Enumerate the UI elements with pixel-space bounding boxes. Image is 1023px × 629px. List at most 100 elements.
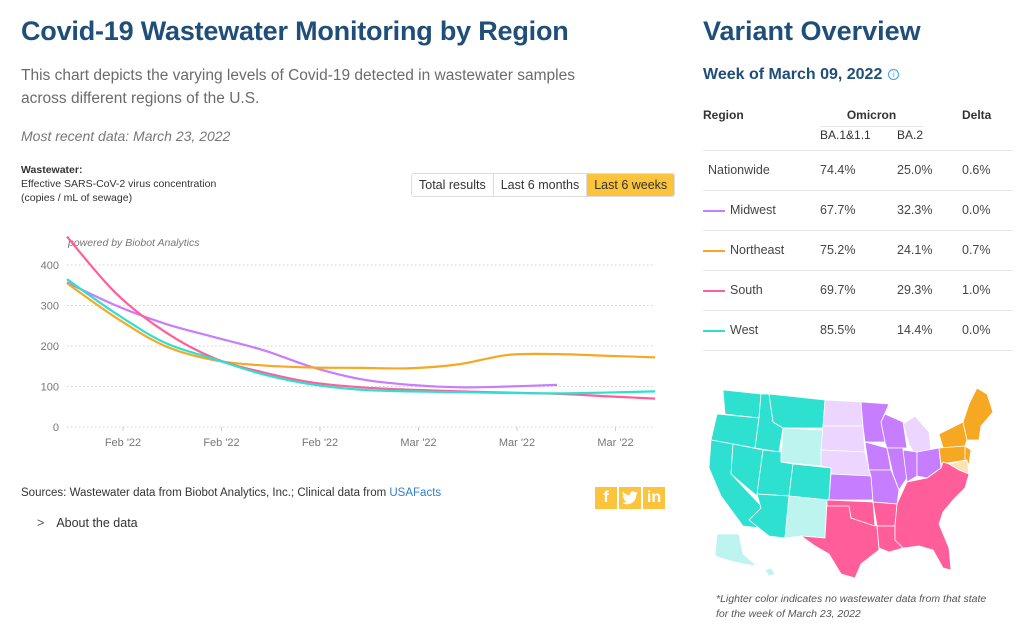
chart-watermark: powered by Biobot Analytics (67, 237, 200, 249)
x-tick-label: Feb '22 (105, 437, 141, 449)
ba2-value: 25.0% (897, 163, 933, 177)
delta-value: 0.0% (962, 323, 991, 337)
map-state-alaska[interactable] (714, 533, 758, 567)
table-row-west: West 85.5% 14.4% 0.0% (703, 311, 1013, 351)
info-icon[interactable]: i (888, 69, 900, 81)
y-tick-label: 400 (41, 260, 59, 272)
series-line-midwest (66, 281, 558, 389)
table-row-northeast: Northeast 75.2% 24.1% 0.7% (703, 231, 1013, 271)
map-footnote: *Lighter color indicates no wastewater d… (716, 592, 986, 622)
map-state-new-jersey[interactable] (964, 445, 972, 465)
sources-label: Sources: (21, 487, 67, 499)
legend-swatch-south (703, 290, 725, 292)
toggle-last-6-weeks[interactable]: Last 6 weeks (587, 174, 675, 196)
ba1-value: 74.4% (820, 163, 856, 177)
delta-value: 0.6% (962, 163, 991, 177)
legend-swatch-midwest (703, 210, 725, 212)
region-name: Midwest (730, 203, 776, 217)
usafacts-link[interactable]: USAFacts (389, 487, 442, 499)
y-tick-label: 200 (41, 341, 59, 353)
ba2-value: 29.3% (897, 283, 933, 297)
series-line-south (66, 235, 656, 400)
y-tick-label: 300 (41, 301, 59, 313)
header-region: Region (703, 108, 744, 122)
week-text: Week of March 09, 2022 (703, 66, 883, 83)
page-title: Covid-19 Wastewater Monitoring by Region (21, 16, 569, 46)
map-state-arkansas[interactable] (872, 501, 898, 527)
chart-description: This chart depicts the varying levels of… (21, 67, 575, 107)
chevron-right-icon: > (37, 516, 45, 530)
toggle-last-6-months[interactable]: Last 6 months (494, 174, 588, 196)
map-state-hawaii[interactable] (764, 567, 776, 577)
region-name: Nationwide (708, 163, 770, 177)
region-name: Northeast (730, 243, 785, 257)
week-label: Week of March 09, 2022 i (703, 66, 900, 84)
header-delta: Delta (962, 108, 992, 122)
map-state-new-york[interactable] (938, 421, 968, 449)
map-state-wisconsin[interactable] (880, 413, 908, 449)
map-state-new-england[interactable] (962, 387, 994, 441)
map-state-nevada[interactable] (730, 443, 764, 497)
ba1-value: 69.7% (820, 283, 856, 297)
table-row-nationwide: Nationwide 74.4% 25.0% 0.6% (703, 151, 1013, 191)
map-state-kansas[interactable] (828, 473, 874, 501)
series-line-northeast (66, 282, 656, 370)
ba2-value: 32.3% (897, 203, 933, 217)
map-footnote-line1: *Lighter color indicates no wastewater d… (716, 593, 987, 605)
y-tick-label: 0 (53, 422, 59, 434)
map-footnote-line2: for the week of March 23, 2022 (716, 608, 861, 620)
delta-value: 1.0% (962, 283, 991, 297)
header-ba2: BA.2 (897, 128, 924, 142)
ba2-value: 24.1% (897, 243, 933, 257)
variant-overview-title: Variant Overview (703, 16, 921, 46)
variant-table-body: Nationwide 74.4% 25.0% 0.6% Midwest 67.7… (703, 151, 1013, 351)
map-state-illinois[interactable] (886, 447, 908, 491)
y-axis-description: Wastewater: Effective SARS-CoV-2 virus c… (21, 163, 216, 205)
wastewater-line-chart: 0 100 200 300 400 Feb '22 Feb '22 Feb '22 Mar '2… (41, 235, 656, 449)
ba2-value: 14.4% (897, 323, 933, 337)
map-state-washington[interactable] (722, 389, 762, 419)
y-tick-label: 100 (41, 382, 59, 394)
region-name: West (730, 323, 759, 337)
map-state-south-dakota[interactable] (820, 425, 866, 453)
legend-swatch-northeast (703, 250, 725, 252)
region-name: South (730, 283, 763, 297)
ba1-value: 67.7% (820, 203, 856, 217)
delta-value: 0.0% (962, 203, 991, 217)
legend-swatch-west (703, 330, 725, 332)
map-state-wyoming[interactable] (780, 427, 824, 467)
x-tick-label: Feb '22 (302, 437, 338, 449)
y-axis-line2: (copies / mL of sewage) (21, 192, 133, 204)
table-row-south: South 69.7% 29.3% 1.0% (703, 271, 1013, 311)
most-recent-date: Most recent data: March 23, 2022 (21, 128, 231, 144)
us-region-map (708, 387, 994, 579)
series-line-west (66, 278, 656, 395)
map-state-southeast[interactable] (894, 461, 970, 571)
map-state-new-mexico[interactable] (784, 495, 828, 539)
x-tick-label: Feb '22 (203, 437, 239, 449)
map-state-montana[interactable] (768, 393, 826, 429)
x-tick-label: Mar '22 (499, 437, 535, 449)
x-tick-label: Mar '22 (400, 437, 436, 449)
about-the-data-label: About the data (56, 516, 138, 530)
linkedin-icon[interactable]: in (643, 487, 665, 509)
table-row-midwest: Midwest 67.7% 32.3% 0.0% (703, 191, 1013, 231)
toggle-total-results[interactable]: Total results (412, 174, 494, 196)
y-axis-line1: Effective SARS-CoV-2 virus concentration (21, 178, 217, 190)
map-state-north-dakota[interactable] (822, 399, 864, 427)
about-the-data-toggle[interactable]: > About the data (37, 516, 138, 530)
twitter-icon[interactable] (619, 487, 641, 509)
ba1-value: 75.2% (820, 243, 856, 257)
time-range-toggle: Total results Last 6 months Last 6 weeks (411, 173, 676, 197)
facebook-icon[interactable]: f (595, 487, 617, 509)
x-tick-label: Mar '22 (597, 437, 633, 449)
variant-table-header: Region Omicron BA.1&1.1 BA.2 Delta (703, 105, 1013, 151)
map-state-colorado[interactable] (788, 463, 832, 501)
header-omicron: Omicron (820, 108, 923, 127)
delta-value: 0.7% (962, 243, 991, 257)
header-ba1: BA.1&1.1 (820, 128, 871, 142)
sources-text: Wastewater data from Biobot Analytics, I… (66, 487, 390, 499)
ba1-value: 85.5% (820, 323, 856, 337)
y-axis-title: Wastewater: (21, 164, 83, 176)
sources-line: Sources: Wastewater data from Biobot Ana… (21, 487, 441, 499)
